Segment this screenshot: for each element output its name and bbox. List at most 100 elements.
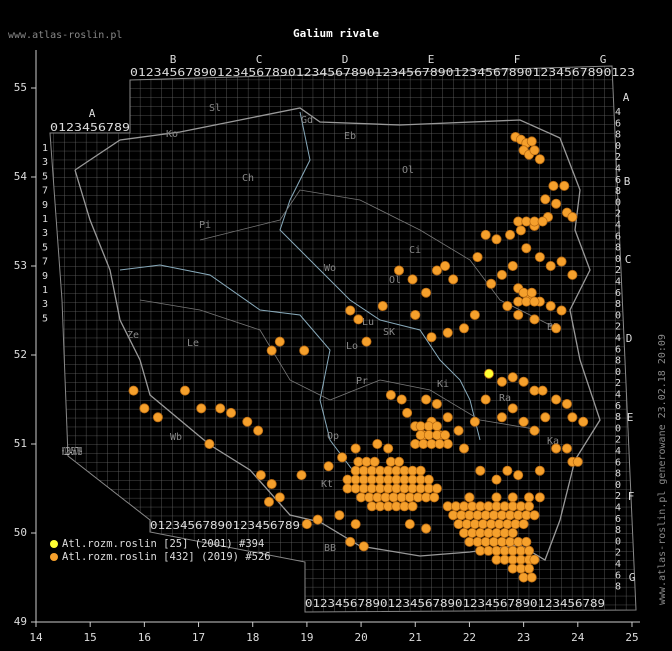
record-dot	[139, 403, 150, 414]
grid-area	[49, 65, 637, 613]
record-dot	[561, 443, 572, 454]
record-dot	[526, 572, 537, 583]
digit: 4	[615, 503, 621, 514]
record-dot	[179, 385, 190, 396]
x-tick-label: 17	[192, 631, 205, 644]
region-label: Ka	[547, 436, 559, 447]
record-dot	[253, 425, 264, 436]
record-dot	[440, 430, 451, 441]
record-dot	[502, 301, 513, 312]
digit: 8	[615, 469, 621, 480]
record-dot	[196, 403, 207, 414]
x-tick-label: 15	[84, 631, 97, 644]
region-label: Sl	[209, 103, 221, 114]
region-label: BB	[324, 543, 336, 554]
digit: 1	[42, 214, 48, 225]
digit: 4	[615, 333, 621, 344]
record-dot	[255, 470, 266, 481]
record-dot	[491, 474, 502, 485]
region-label: Eb	[344, 131, 356, 142]
record-dot	[350, 443, 361, 454]
digit: 3	[42, 299, 48, 310]
record-dot	[442, 327, 453, 338]
record-dot	[431, 398, 442, 409]
region-label: Ki	[437, 379, 449, 390]
record-dot	[559, 180, 570, 191]
digit: 2	[615, 152, 621, 163]
digit: 0	[615, 197, 621, 208]
admin-line	[199, 189, 561, 331]
digit: 0	[615, 423, 621, 434]
region-label: Ch	[242, 173, 254, 184]
grid-letter: D	[342, 53, 349, 66]
side-note: www.atlas-roslin.pl generowane 23.02.18 …	[657, 334, 668, 605]
record-dot	[152, 412, 163, 423]
digit: 0	[615, 536, 621, 547]
record-dot	[394, 265, 405, 276]
record-dot	[358, 541, 369, 552]
x-tick-label: 25	[625, 631, 638, 644]
y-tick-label: 51	[14, 437, 27, 450]
record-dot	[263, 496, 274, 507]
record-dot	[529, 510, 540, 521]
grid-letter: G	[600, 53, 607, 66]
record-dot	[242, 416, 253, 427]
region-label: Ra	[499, 393, 511, 404]
record-dot	[361, 336, 372, 347]
record-dot	[434, 438, 445, 449]
digit: 8	[615, 356, 621, 367]
record-dot	[567, 412, 578, 423]
record-dot	[431, 421, 442, 432]
x-tick-label: 24	[571, 631, 585, 644]
grid-letter: D	[626, 332, 633, 345]
record-dot	[545, 260, 556, 271]
record-dot	[415, 465, 426, 476]
region-label: Ci	[409, 245, 421, 256]
record-dot	[421, 287, 432, 298]
record-dot	[524, 492, 535, 503]
record-dot	[567, 269, 578, 280]
digit: 0	[615, 310, 621, 321]
record-dot	[524, 563, 535, 574]
digit: 4	[615, 220, 621, 231]
region-label: Wb	[170, 432, 182, 443]
record-dot	[323, 461, 334, 472]
legend-swatch	[50, 553, 58, 561]
digit-row: 0123456789012345678901234567890123456789	[305, 597, 605, 610]
x-tick-label: 23	[517, 631, 530, 644]
record-dot	[556, 305, 567, 316]
region-label: Ol	[402, 165, 414, 176]
record-dot	[486, 278, 497, 289]
region-label: Gd	[301, 115, 313, 126]
digit: 8	[615, 299, 621, 310]
record-dot	[507, 403, 518, 414]
record-dot	[472, 252, 483, 263]
grid-letter: A	[623, 91, 630, 104]
region-label: Lu	[362, 317, 374, 328]
record-dot	[551, 394, 562, 405]
digit-row: 0123456789	[50, 121, 130, 134]
record-dot	[407, 501, 418, 512]
record-dot	[551, 198, 562, 209]
record-dot	[551, 323, 562, 334]
grid-letter: B	[624, 175, 631, 188]
digit: 2	[615, 491, 621, 502]
record-dot	[540, 194, 551, 205]
record-dot	[529, 314, 540, 325]
digit-row: 0123456789012345678901234567890123456789…	[130, 66, 635, 79]
digit: 4	[615, 164, 621, 175]
digit: 1	[42, 143, 48, 154]
digit: 7	[42, 186, 48, 197]
record-dot	[469, 416, 480, 427]
digit: 0	[615, 480, 621, 491]
record-dot	[480, 394, 491, 405]
record-dot	[440, 260, 451, 271]
record-dot	[537, 216, 548, 227]
record-dot	[526, 136, 537, 147]
digit: 8	[615, 412, 621, 423]
y-tick-label: 54	[14, 170, 28, 183]
digit-row: 0123456789	[62, 445, 82, 458]
digit: 4	[615, 446, 621, 457]
record-dot	[548, 180, 559, 191]
region-label: Ol	[389, 275, 401, 286]
